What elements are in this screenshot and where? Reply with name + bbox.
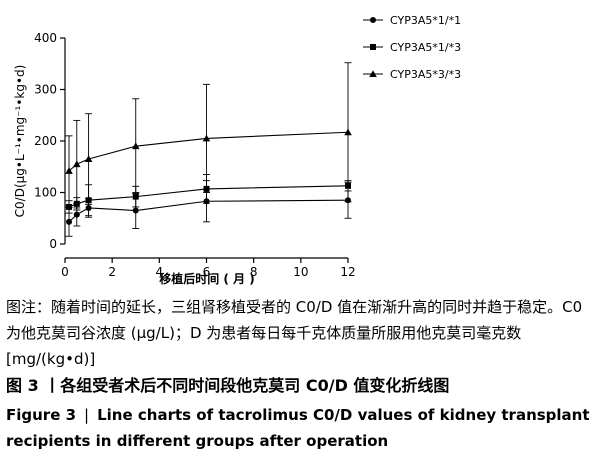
legend-marker-triangle [369, 70, 377, 77]
x-tick-label: 2 [108, 265, 116, 279]
figure-title-cn: 图 3 丨各组受者术后不同时间段他克莫司 C0/D 值变化折线图 [6, 376, 450, 395]
data-point-triangle [73, 160, 81, 168]
figure-label-en: Figure 3 [6, 406, 77, 424]
data-point-square [132, 193, 139, 200]
data-point-circle [132, 207, 139, 214]
data-point-triangle [65, 167, 73, 174]
legend-marker-circle [370, 17, 376, 23]
y-tick-label: 400 [34, 31, 57, 45]
x-tick-label: 6 [203, 265, 211, 279]
data-point-circle [66, 218, 73, 225]
x-axis-label: 移植后时间 ( 月 ) [159, 271, 255, 286]
y-tick-label: 100 [34, 186, 57, 200]
y-ticks: 0 100 200 300 400 [34, 31, 65, 251]
legend-label: CYP3A5*1/*3 [390, 41, 461, 54]
figure-note: 图注：随着时间的延长，三组肾移植受者的 C0/D 值在渐渐升高的同时并趋于稳定。… [6, 298, 583, 368]
y-axis-label: C0/D(μg•L⁻¹•mg⁻¹•kg•d) [13, 65, 27, 218]
data-point-square [66, 203, 73, 210]
x-tick-label: 0 [61, 265, 69, 279]
y-tick-label: 200 [34, 134, 57, 148]
figure-title-en: Figure 3 | Line charts of tacrolimus C0/D … [6, 402, 590, 454]
y-tick-label: 300 [34, 83, 57, 97]
figure-separator: | [84, 406, 90, 424]
x-tick-label: 12 [340, 265, 355, 279]
data-point-circle [73, 211, 80, 218]
x-ticks: 0 2 4 6 8 10 12 [61, 258, 356, 279]
legend-marker-square [370, 44, 376, 50]
data-point-triangle [202, 134, 211, 142]
chart-legend: CYP3A5*1/*1 CYP3A5*1/*3 CYP3A5*3/*3 [363, 14, 461, 81]
data-point-triangle [132, 142, 140, 150]
x-tick-label: 4 [156, 265, 164, 279]
data-point-triangle [344, 128, 352, 136]
series-layer [65, 62, 352, 237]
x-tick-label: 10 [293, 265, 308, 279]
series-triangle [65, 62, 352, 209]
figure-title-en-text: Line charts of tacrolimus C0/D values of… [6, 406, 590, 450]
legend-label: CYP3A5*1/*1 [390, 14, 461, 27]
x-tick-label: 8 [250, 265, 258, 279]
y-tick-label: 0 [49, 237, 57, 251]
line-chart: 0 100 200 300 400 0 2 4 6 8 10 12 C0/D(μg•L⁻¹•mg⁻¹… [13, 14, 461, 286]
data-point-triangle [84, 155, 93, 163]
series-line [68, 131, 349, 172]
legend-label: CYP3A5*3/*3 [390, 68, 461, 81]
